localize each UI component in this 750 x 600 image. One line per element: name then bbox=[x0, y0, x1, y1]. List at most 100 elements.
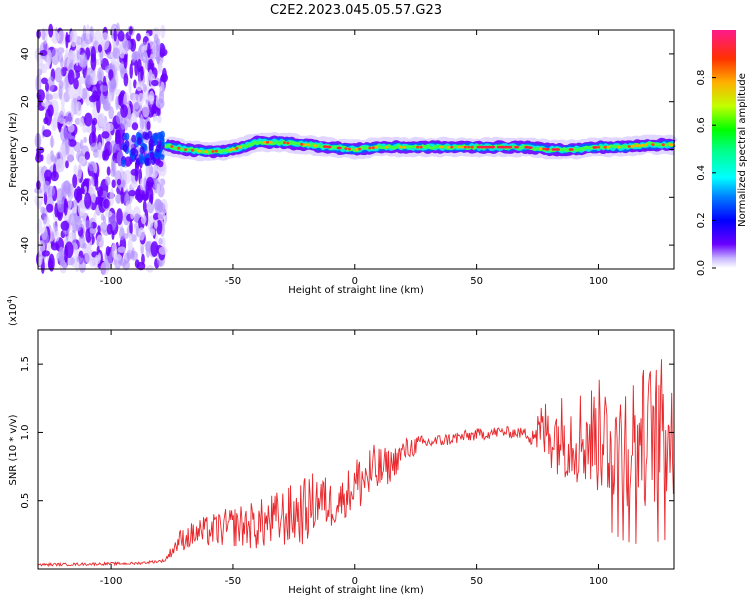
noise-blob bbox=[92, 117, 98, 126]
noise-blob bbox=[67, 139, 77, 147]
noise-blob bbox=[123, 40, 132, 52]
noise-blob bbox=[68, 213, 77, 226]
colorbar-tick-label: 0.4 bbox=[696, 165, 707, 181]
noise-blob bbox=[120, 104, 128, 118]
noise-blob bbox=[78, 235, 86, 249]
noise-blob bbox=[136, 136, 142, 145]
noise-blob bbox=[154, 33, 159, 44]
spectrogram-y-axis: -40 -20 0 20 40 bbox=[20, 48, 674, 253]
ridge-peak bbox=[627, 145, 631, 148]
colorbar: 0.0 0.2 0.4 0.6 0.8 Normalized spectral ampl… bbox=[696, 30, 748, 276]
noise-blob bbox=[146, 201, 155, 214]
noise-blob bbox=[60, 96, 65, 108]
ridge-peak bbox=[235, 147, 239, 150]
noise-blob bbox=[115, 95, 119, 111]
noise-blob bbox=[99, 85, 109, 92]
noise-blob bbox=[151, 165, 159, 178]
x-tick-label: -100 bbox=[100, 276, 123, 287]
noise-blob bbox=[84, 112, 93, 127]
snr-y-label: SNR (10 * v/v) bbox=[8, 414, 19, 485]
noise-blob bbox=[47, 76, 55, 92]
noise-blob bbox=[146, 121, 151, 131]
noise-blob bbox=[145, 58, 149, 70]
noise-blob bbox=[97, 112, 106, 128]
noise-blob bbox=[147, 218, 152, 230]
ridge-peak bbox=[460, 145, 464, 149]
x-tick-label: 0 bbox=[352, 276, 358, 287]
noise-blob bbox=[116, 208, 123, 225]
noise-blob bbox=[52, 163, 57, 179]
noise-blob bbox=[139, 177, 145, 191]
ridge-peak bbox=[603, 145, 607, 149]
noise-blob bbox=[89, 25, 94, 43]
noise-blob bbox=[72, 174, 78, 189]
noise-blob bbox=[111, 179, 116, 188]
ridge-peak bbox=[204, 150, 208, 154]
noise-blob bbox=[158, 237, 163, 245]
noise-blob bbox=[106, 166, 111, 176]
y-tick-label: 0 bbox=[20, 146, 31, 152]
ridge-peak bbox=[231, 148, 235, 151]
noise-blob bbox=[97, 44, 103, 53]
noise-blob bbox=[64, 244, 69, 263]
noise-blob bbox=[42, 129, 52, 138]
noise-blob bbox=[112, 160, 117, 178]
noise-blob bbox=[148, 90, 155, 105]
ridge-peak bbox=[527, 146, 533, 150]
ridge-peak bbox=[262, 140, 266, 144]
noise-blob bbox=[120, 159, 126, 168]
noise-blob bbox=[128, 79, 132, 95]
noise-blob bbox=[51, 47, 60, 66]
ridge-peak bbox=[641, 143, 645, 147]
noise-blob bbox=[146, 157, 152, 166]
noise-blob bbox=[157, 160, 164, 168]
noise-blob bbox=[141, 253, 145, 265]
noise-blob bbox=[96, 246, 100, 254]
ridge-peak bbox=[269, 140, 273, 144]
noise-blob bbox=[119, 92, 125, 101]
noise-blob bbox=[137, 58, 142, 73]
noise-blob bbox=[157, 212, 166, 221]
noise-blob bbox=[41, 77, 48, 85]
noise-blob bbox=[48, 23, 54, 38]
spectrogram-x-axis: -100 -50 0 50 100 bbox=[100, 30, 608, 287]
spectrogram-x-label: Height of straight line (km) bbox=[288, 285, 424, 296]
noise-blob bbox=[84, 192, 92, 209]
noise-blob bbox=[39, 49, 48, 57]
noise-blob bbox=[142, 104, 150, 118]
snr-background bbox=[38, 330, 674, 569]
noise-blob bbox=[50, 135, 54, 149]
ridge-peak bbox=[170, 145, 174, 148]
noise-blob bbox=[137, 92, 144, 106]
noise-blob bbox=[129, 219, 133, 235]
x-tick-label: 100 bbox=[589, 576, 608, 587]
noise-blob bbox=[110, 77, 117, 89]
noise-blob bbox=[156, 183, 160, 195]
y-tick-label: 1.5 bbox=[20, 356, 31, 372]
noise-blob bbox=[96, 95, 101, 114]
snr-y-axis: 0.5 1.0 1.5 bbox=[20, 356, 674, 509]
noise-blob bbox=[129, 181, 139, 189]
noise-blob bbox=[154, 150, 159, 159]
noise-blob bbox=[36, 29, 41, 39]
ridge-peak bbox=[450, 145, 454, 149]
noise-blob bbox=[106, 122, 114, 132]
ridge-peak bbox=[631, 144, 635, 148]
noise-blob bbox=[130, 210, 135, 220]
snr-x-axis: -100 -50 0 50 100 bbox=[100, 330, 608, 587]
noise-blob bbox=[158, 131, 164, 140]
noise-blob bbox=[115, 129, 121, 145]
snr-frame bbox=[37, 329, 675, 570]
noise-blob bbox=[156, 98, 165, 109]
ridge-peak bbox=[402, 145, 406, 149]
noise-blob bbox=[68, 132, 72, 139]
noise-blob bbox=[105, 246, 111, 257]
noise-blob bbox=[96, 234, 104, 247]
ridge-peak bbox=[439, 145, 444, 149]
noise-blob bbox=[119, 227, 125, 241]
x-tick-label: 50 bbox=[470, 276, 483, 287]
noise-blob bbox=[155, 144, 161, 153]
noise-blob bbox=[122, 179, 126, 189]
ridge-peak bbox=[634, 144, 638, 148]
noise-blob bbox=[145, 240, 153, 252]
